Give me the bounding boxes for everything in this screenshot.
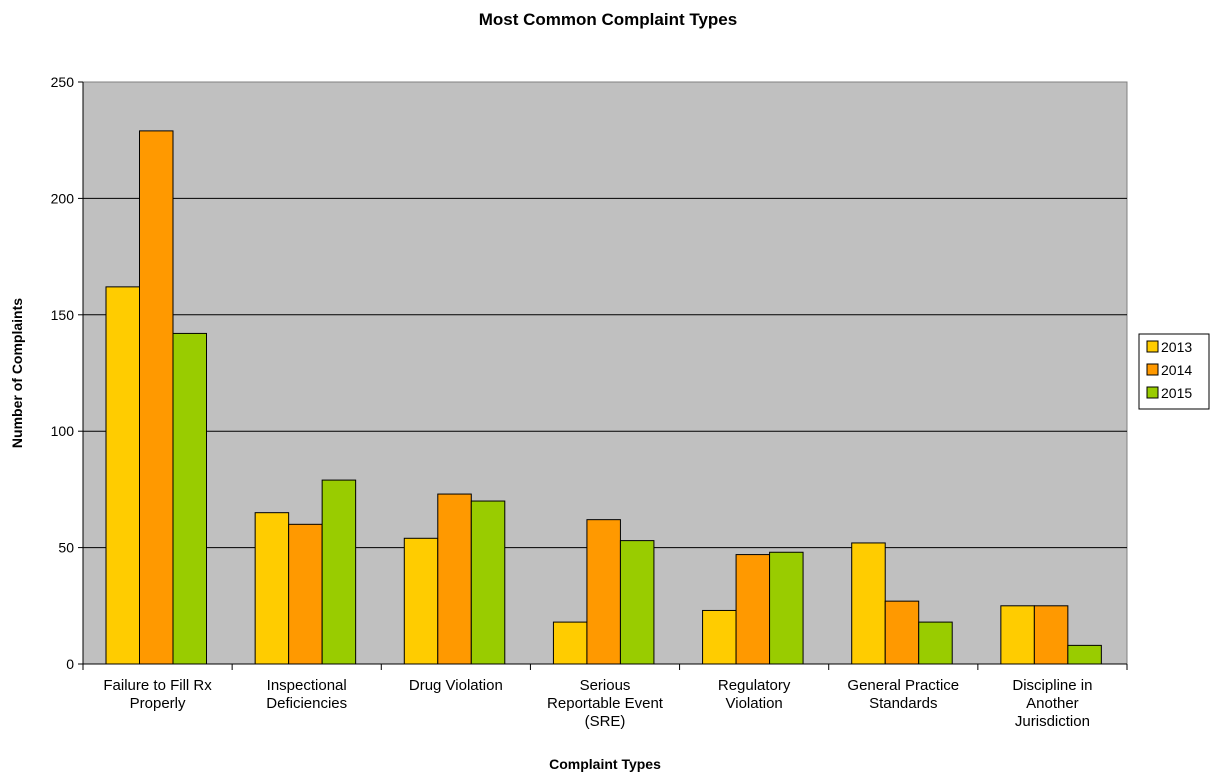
bar-2014 (884, 600, 920, 665)
bar-2013 (1000, 605, 1035, 665)
bar-2014 (437, 493, 472, 665)
bar-2014 (288, 523, 323, 665)
x-tick-label: General Practice Standards (847, 677, 959, 712)
y-tick-label: 250 (51, 74, 75, 90)
chart-title: Most Common Complaint Types (479, 10, 737, 29)
bar-2013 (851, 542, 886, 665)
bar-2015 (321, 479, 357, 665)
bar-2013 (254, 512, 290, 665)
bar-2015 (769, 551, 804, 665)
legend-label: 2015 (1161, 385, 1192, 401)
x-tick-label: Drug Violation (409, 677, 503, 694)
legend-swatch-2015 (1146, 386, 1159, 399)
bar-2015 (470, 500, 506, 665)
legend-label: 2013 (1161, 339, 1192, 355)
x-tick-label: Failure to Fill Rx Properly (103, 677, 212, 712)
bar-2015 (172, 332, 207, 665)
x-tick-label: Inspectional Deficiencies (266, 677, 347, 712)
legend-swatch-2013 (1146, 340, 1159, 353)
legend-label: 2014 (1161, 362, 1192, 378)
x-axis: Failure to Fill Rx Properly Inspectional De… (82, 663, 1128, 730)
bar-2013 (552, 621, 588, 665)
bar-2015 (918, 621, 953, 665)
bar-2014 (139, 130, 174, 665)
y-tick-label: 50 (58, 540, 74, 556)
bar-2013 (105, 286, 140, 665)
x-tick-label: Serious Reportable Event (SRE) (547, 677, 664, 730)
x-tick-label: Discipline in Another Jurisdiction (1012, 677, 1092, 730)
legend: 2013 2014 2015 (1138, 333, 1210, 410)
bar-2014 (1033, 605, 1069, 665)
y-tick-label: 150 (51, 307, 75, 323)
y-tick-label: 200 (51, 190, 75, 206)
y-axis-title: Number of Complaints (9, 298, 25, 448)
bar-2014 (735, 554, 771, 665)
bar-2015 (1067, 644, 1102, 665)
bar-2013 (702, 609, 737, 665)
bar-2013 (403, 537, 439, 665)
y-tick-label: 100 (51, 423, 75, 439)
x-tick-label: Regulatory Violation (718, 677, 791, 712)
bar-2014 (586, 519, 621, 665)
legend-swatch-2014 (1146, 363, 1159, 376)
x-axis-title: Complaint Types (549, 756, 661, 772)
y-tick-label: 0 (66, 656, 74, 672)
bar-2015 (619, 540, 655, 665)
y-axis: 0 50 100 150 200 250 (51, 74, 84, 672)
